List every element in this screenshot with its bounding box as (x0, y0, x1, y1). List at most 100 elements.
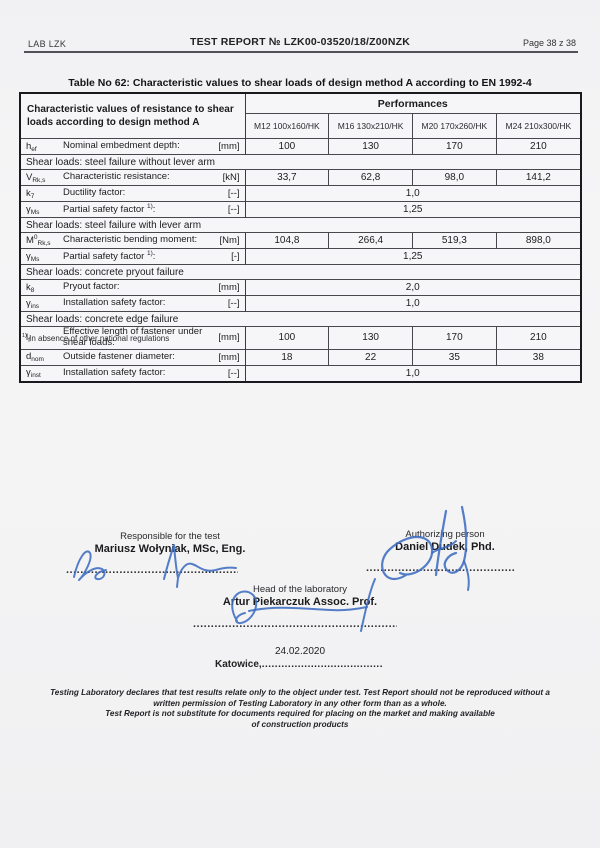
handwritten-signature-authorizing (381, 505, 470, 591)
table-section-row: Shear loads: concrete pryout failure (21, 264, 580, 280)
table-left-header: Characteristic values of resistance to s… (27, 104, 234, 128)
place-label: Katowice, (215, 659, 262, 670)
row-symbol: γMs (21, 248, 61, 265)
column-header: M20 170x260/HK (411, 113, 497, 139)
table-row: γMs Partial safety factor 1): [-] 1,25 (21, 248, 580, 265)
section-label: Shear loads: concrete edge failure (21, 311, 580, 327)
table-section-row: Shear loads: concrete edge failure (21, 311, 580, 327)
header-lab-label: LAB LZK (28, 39, 67, 49)
cell-value: 98,0 (411, 169, 497, 186)
row-label: Pryout factor: (61, 279, 209, 296)
row-unit: [mm] (209, 138, 246, 155)
row-unit: [Nm] (209, 232, 246, 249)
cell-value: 170 (411, 326, 497, 350)
cell-value: 141,2 (495, 169, 580, 186)
cell-value: 18 (244, 348, 329, 366)
row-symbol: γinst (21, 364, 61, 381)
report-table: Characteristic values of resistance to s… (21, 94, 580, 381)
cell-value: 898,0 (495, 232, 580, 249)
row-symbol: lf (21, 326, 61, 350)
header-page-number: Page 38 z 38 (522, 38, 576, 48)
row-unit: [--] (209, 185, 246, 202)
header-rule (24, 51, 578, 53)
row-unit: [--] (209, 364, 246, 381)
cell-value: 38 (495, 348, 580, 366)
row-unit: [mm] (209, 326, 246, 350)
row-label: Characteristic resistance: (61, 169, 209, 186)
cell-value: 62,8 (328, 169, 413, 186)
row-label: Characteristic bending moment: (61, 232, 209, 249)
table-row: γinst Installation safety factor: [--] 1,0 (21, 364, 580, 381)
column-header: M12 100x160/HK (244, 113, 329, 139)
cell-value: 130 (328, 138, 413, 155)
table-row: hef Nominal embedment depth: [mm] 100 130 170… (21, 138, 580, 155)
table-header-row: Characteristic values of resistance to s… (21, 94, 580, 128)
row-symbol: k8 (21, 279, 61, 296)
signature-name: Mariusz Wołyniak, MSc, Eng. (94, 543, 246, 555)
cell-value-spanned: 1,0 (244, 295, 580, 312)
cell-value-spanned: 1,25 (244, 201, 580, 218)
disclaimer-line: Test Report is not substitute for docume… (105, 709, 495, 718)
place-dotted-line: ..................................... (261, 659, 383, 670)
row-unit: [kN] (209, 169, 246, 186)
table-row: γins Installation safety factor: [--] 1,0 (21, 295, 580, 312)
table-row: VRk,s Characteristic resistance: [kN] 33,7 6… (21, 169, 580, 186)
row-unit: [mm] (209, 348, 246, 366)
table-container: Characteristic values of resistance to s… (19, 92, 582, 383)
row-symbol: γMs (21, 201, 61, 218)
signature-role: Head of the laboratory (252, 584, 347, 595)
signature-block-head: Head of the laboratory Artur Piekarczuk … (185, 584, 415, 608)
row-unit: [-] (209, 248, 246, 265)
column-header: M24 210x300/HK (495, 113, 580, 139)
table-row: γMs Partial safety factor 1): [--] 1,25 (21, 201, 580, 218)
row-label: Partial safety factor 1): (61, 248, 209, 265)
row-symbol: dnom (21, 348, 61, 366)
handwritten-signature-responsible (73, 544, 237, 588)
cell-value: 130 (328, 326, 413, 350)
row-label: Installation safety factor: (61, 364, 209, 381)
cell-value-spanned: 2,0 (244, 279, 580, 296)
signature-dotted-line-head: ........................................… (193, 618, 397, 630)
cell-value: 519,3 (411, 232, 497, 249)
row-symbol: hef (21, 138, 61, 155)
column-header: M16 130x210/HK (328, 113, 413, 139)
row-unit: [--] (209, 201, 246, 218)
cell-value: 170 (411, 138, 497, 155)
report-place-line: Katowice,...............................… (215, 659, 383, 670)
table-row: k8 Pryout factor: [mm] 2,0 (21, 279, 580, 296)
row-label: Ductility factor: (61, 185, 209, 202)
table-row: M0Rk,s Characteristic bending moment: [Nm]… (21, 232, 580, 249)
row-symbol: γins (21, 295, 61, 312)
report-date: 24.02.2020 (274, 646, 326, 657)
disclaimer-text: Testing Laboratory declares that test re… (25, 688, 575, 730)
row-label: Effective length of fastener under shear… (61, 326, 209, 350)
cell-value: 210 (495, 326, 580, 350)
signature-dotted-line-authorizing: ........................................… (366, 562, 516, 574)
cell-value-spanned: 1,0 (244, 185, 580, 202)
signature-role: Authorizing person (405, 529, 485, 540)
disclaimer-line: written permission of Testing Laboratory… (153, 698, 447, 708)
disclaimer-line: of construction products (251, 719, 349, 729)
row-label: Installation safety factor: (61, 295, 209, 312)
row-label: Nominal embedment depth: (61, 138, 209, 155)
cell-value: 266,4 (328, 232, 413, 249)
cell-value: 100 (244, 138, 329, 155)
handwritten-signature-head (231, 578, 376, 632)
cell-value: 210 (495, 138, 580, 155)
signature-name: Artur Piekarczuk Assoc. Prof. (222, 596, 378, 608)
section-label: Shear loads: steel failure with lever ar… (21, 217, 580, 233)
table-row: lf Effective length of fastener under she… (21, 326, 580, 350)
section-label: Shear loads: concrete pryout failure (21, 264, 580, 280)
disclaimer-line: Testing Laboratory declares that test re… (50, 688, 550, 697)
table-footnote: 1) In absence of other national regulati… (22, 333, 170, 343)
cell-value-spanned: 1,25 (244, 248, 580, 265)
row-symbol: VRk,s (21, 169, 61, 186)
cell-value: 35 (411, 348, 497, 366)
cell-value: 22 (328, 348, 413, 366)
row-symbol: k7 (21, 185, 61, 202)
cell-value: 33,7 (244, 169, 329, 186)
row-unit: [mm] (209, 279, 246, 296)
table-section-row: Shear loads: steel failure with lever ar… (21, 217, 580, 233)
cell-value-spanned: 1,0 (244, 364, 580, 381)
